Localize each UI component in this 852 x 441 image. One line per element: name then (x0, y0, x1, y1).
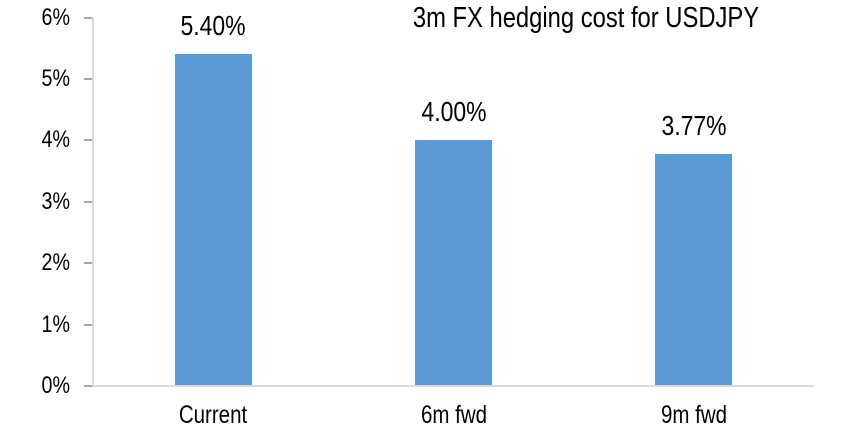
bar-value-label: 3.77% (661, 110, 727, 142)
y-axis-line (92, 17, 94, 387)
y-axis-label: 5% (41, 64, 70, 92)
chart-title: 3m FX hedging cost for USDJPY (412, 2, 760, 34)
bar (655, 154, 733, 385)
y-axis-tick (84, 262, 92, 265)
y-axis-label: 2% (41, 249, 70, 277)
y-axis-tick (84, 16, 92, 19)
y-axis-tick (84, 200, 92, 203)
y-axis-tick (84, 385, 92, 387)
x-axis-category-label: 9m fwd (660, 401, 727, 429)
y-axis-tick (84, 139, 92, 142)
bar-value-label: 5.40% (180, 10, 246, 42)
x-axis-category-label: Current (178, 401, 248, 429)
y-axis-label: 4% (41, 126, 70, 154)
bar (174, 54, 252, 385)
x-axis-line (92, 385, 814, 387)
y-axis-label: 1% (41, 310, 70, 338)
y-axis-label: 3% (41, 187, 70, 215)
y-axis-label: 6% (41, 3, 70, 31)
y-axis-label: 0% (41, 372, 70, 399)
bar-value-label: 4.00% (420, 96, 487, 128)
y-axis-tick (84, 323, 92, 326)
bar (415, 140, 492, 385)
y-axis-tick (84, 77, 92, 80)
x-axis-category-label: 6m fwd (420, 401, 487, 429)
